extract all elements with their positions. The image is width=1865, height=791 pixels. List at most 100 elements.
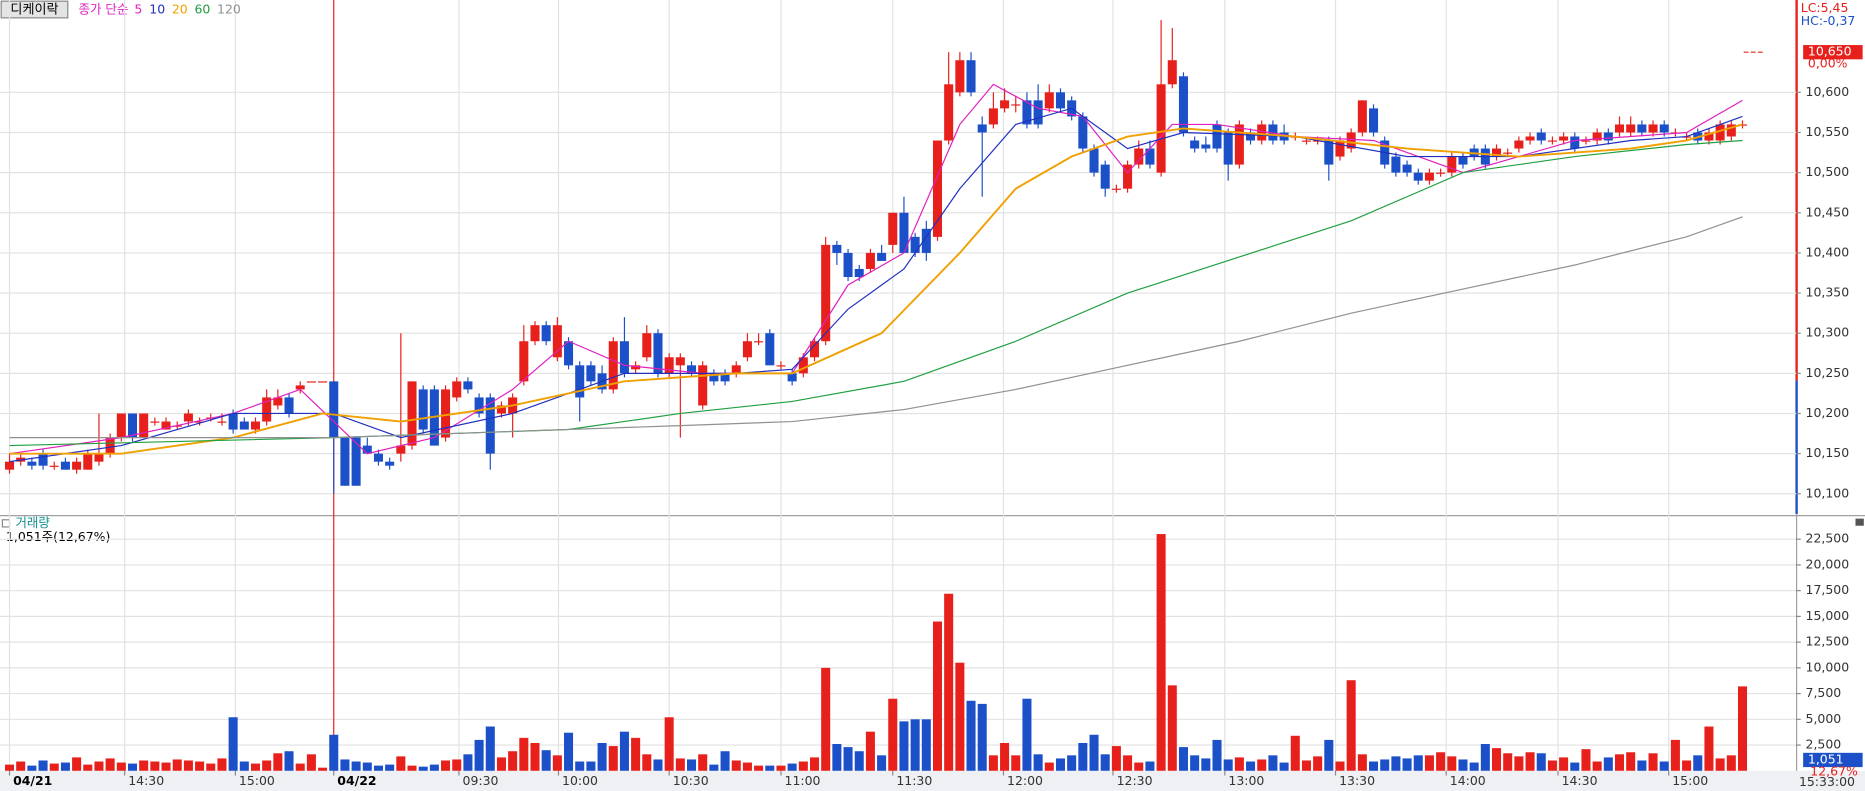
volume-bar	[932, 621, 943, 771]
candle-body	[1324, 140, 1334, 165]
candle-body	[1022, 100, 1032, 125]
candle-body	[1536, 132, 1546, 141]
volume-bar	[899, 721, 909, 771]
volume-bar	[541, 750, 551, 771]
volume-bar	[262, 760, 272, 771]
candle-body	[1257, 124, 1267, 141]
candle-body	[720, 373, 730, 382]
x-tick-label: 14:30	[128, 773, 164, 788]
volume-bar	[1134, 762, 1144, 771]
candle-body	[1704, 132, 1714, 141]
candle-body	[1223, 132, 1233, 165]
candle-body	[1145, 148, 1155, 165]
candle-body	[541, 325, 551, 342]
volume-bar	[340, 759, 350, 771]
volume-bar	[116, 762, 126, 771]
volume-bar	[586, 761, 596, 771]
candle-body	[1268, 124, 1278, 141]
candle-body	[1357, 100, 1367, 133]
candle-body	[731, 365, 741, 374]
candle-body	[564, 341, 574, 366]
volume-bar	[910, 719, 920, 771]
volume-bar	[1033, 754, 1043, 771]
volume-bar	[1715, 758, 1725, 771]
volume-bar	[1514, 756, 1524, 771]
panel-button[interactable]	[1855, 518, 1864, 526]
candle-body	[1626, 124, 1636, 133]
candle-body	[474, 397, 484, 414]
volume-bar	[675, 758, 685, 771]
y-tick-label: 10,600	[1806, 84, 1850, 99]
volume-bar	[1581, 749, 1591, 771]
candle-body	[664, 357, 674, 374]
volume-bar	[407, 765, 417, 771]
y-tick-label: 10,250	[1806, 365, 1850, 380]
volume-bar	[1357, 754, 1367, 771]
volume-bar	[496, 757, 506, 771]
candle-body	[1301, 140, 1311, 142]
x-tick-label: 15:00	[239, 773, 275, 788]
volume-bar	[988, 755, 998, 771]
candle-body	[150, 421, 160, 423]
volume-bar	[798, 761, 808, 771]
volume-bar	[1637, 760, 1647, 771]
volume-bar	[1022, 698, 1032, 771]
candle-body	[899, 212, 909, 253]
candle-body	[642, 333, 652, 358]
volume-bar	[575, 761, 585, 771]
moving-average	[9, 216, 1743, 439]
volume-bar	[1268, 755, 1278, 771]
volume-bar	[463, 754, 473, 771]
last-volume-box	[1803, 752, 1863, 768]
volume-bar	[754, 765, 764, 771]
y-tick-label: 10,400	[1806, 244, 1850, 259]
candle-body	[161, 421, 171, 430]
high-change: HC:-0,37	[1801, 13, 1856, 28]
candle-body	[351, 437, 361, 486]
candle-body	[754, 341, 764, 343]
volume-bar	[452, 759, 462, 771]
candle-body	[1044, 92, 1054, 109]
candle-body	[955, 60, 965, 93]
volume-bar	[1279, 762, 1289, 771]
volume-bar	[150, 761, 160, 771]
candle-body	[1659, 124, 1669, 133]
candle-body	[250, 421, 261, 430]
y-tick-label: 17,500	[1806, 582, 1850, 597]
volume-bar	[832, 744, 842, 771]
candle-body	[105, 437, 115, 454]
candle-body	[362, 445, 372, 454]
candle-body	[888, 212, 898, 245]
volume-bar	[776, 765, 786, 771]
candle-body	[183, 413, 193, 422]
candle-body	[1514, 140, 1524, 149]
volume-bar	[172, 759, 182, 771]
x-tick-label: 10:30	[673, 773, 709, 788]
candle-body	[1201, 144, 1211, 149]
title-box[interactable]	[0, 0, 69, 19]
candle-body	[318, 381, 328, 383]
candle-body	[1614, 124, 1625, 133]
candle-body	[1167, 60, 1177, 85]
y-tick-label: 22,500	[1806, 531, 1850, 546]
volume-bar	[161, 762, 171, 771]
candle-body	[49, 465, 59, 467]
volume-bar	[139, 760, 149, 771]
volume-bar	[16, 761, 26, 771]
candle-body	[698, 365, 708, 406]
candle-body	[195, 421, 205, 423]
x-tick-label: 15:00	[1672, 773, 1708, 788]
volume-bar	[1067, 755, 1077, 771]
volume-bar	[1078, 742, 1088, 771]
volume-bar	[1167, 685, 1177, 771]
volume-bar	[1369, 761, 1379, 771]
candle-body	[821, 244, 831, 342]
volume-bar	[250, 763, 261, 771]
candle-body	[932, 140, 943, 237]
candle-body	[1715, 124, 1725, 141]
last-volume-ratio: 12,67%	[1810, 763, 1858, 778]
volume-bar	[1044, 762, 1054, 771]
candle-body	[262, 397, 272, 422]
